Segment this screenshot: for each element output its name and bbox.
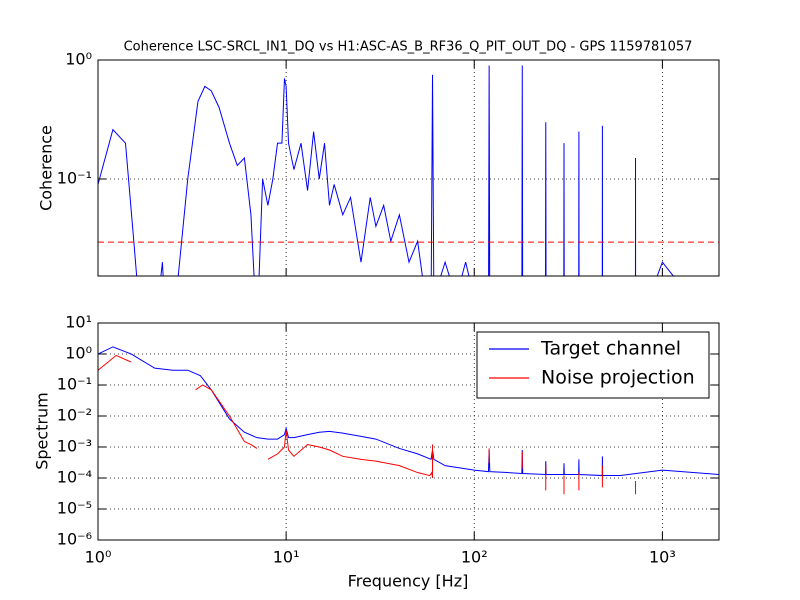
- x-tick-label: 10¹: [273, 548, 300, 567]
- axes-frame: [97, 322, 720, 541]
- data-line: [98, 354, 637, 495]
- chart-title: Coherence LSC-SRCL_IN1_DQ vs H1:ASC-AS_B…: [124, 40, 693, 55]
- x-tick-label: 10²: [461, 548, 488, 567]
- y-tick-label: 10⁻²: [57, 406, 92, 425]
- legend: Target channel Noise projection: [476, 331, 710, 399]
- legend-label: Noise projection: [541, 367, 695, 389]
- y-axis-label: Coherence: [37, 125, 56, 211]
- legend-box: [476, 331, 710, 399]
- legend-label: Target channel: [540, 338, 681, 360]
- data-line: [98, 65, 674, 276]
- plot-area: [98, 65, 719, 276]
- data-line: [98, 346, 719, 477]
- axes-frame: [97, 59, 720, 277]
- x-tick-label: 10⁰: [85, 548, 112, 567]
- x-tick-label: 10³: [649, 548, 676, 567]
- y-tick-label: 10⁻⁴: [57, 468, 92, 487]
- y-tick-label: 10⁻⁵: [57, 499, 92, 518]
- y-tick-label: 10⁻⁶: [57, 530, 92, 549]
- y-tick-label: 10⁻³: [57, 437, 92, 456]
- y-tick-label: 10⁰: [65, 50, 92, 69]
- x-axis-label: Frequency [Hz]: [348, 572, 469, 591]
- y-tick-label: 10⁰: [65, 344, 92, 363]
- y-tick-label: 10⁻¹: [57, 375, 92, 394]
- y-axis-label: Spectrum: [33, 392, 52, 470]
- plot-area: [98, 346, 719, 495]
- y-tick-label: 10¹: [65, 313, 92, 332]
- y-tick-label: 10⁻¹: [57, 168, 92, 187]
